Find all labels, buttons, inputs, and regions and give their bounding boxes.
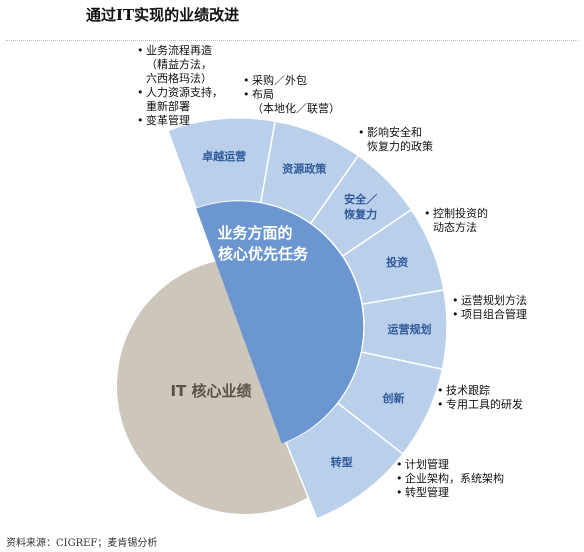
note-item: • 企业架构，系统架构 [396, 472, 504, 486]
segment-note: • 技术跟踪 • 专用工具的研发 [437, 384, 523, 412]
it-core-label: IT 核心业绩 [170, 382, 251, 400]
bullet-icon: • [396, 458, 403, 471]
segment-label: 投资 [386, 255, 408, 269]
note-item-text: 人力资源支持， [146, 86, 223, 99]
note-item-text: 转型管理 [405, 486, 449, 499]
note-item-text: 变革管理 [146, 114, 190, 127]
source-footnote: 资料来源：CIGREF；麦肯锡分析 [6, 538, 158, 549]
bullet-icon: • [452, 308, 459, 321]
note-item-text: 运营规划方法 [461, 294, 527, 307]
bullet-icon: • [137, 86, 144, 99]
note-item: • 控制投资的 [424, 207, 488, 221]
note-item: • 业务流程再造 [137, 44, 223, 58]
segment-note: • 计划管理 • 企业架构，系统架构 • 转型管理 [396, 458, 504, 500]
business-core-label-line2: 核心优先任务 [218, 245, 309, 263]
segment-label: 运营规划 [387, 322, 431, 336]
segment-label: 卓越运营 [202, 149, 246, 163]
note-item-text: 计划管理 [405, 458, 449, 471]
bullet-icon: • [396, 472, 403, 485]
note-item: • 布局 [243, 88, 340, 102]
segment-label: 资源政策 [282, 161, 327, 175]
bullet-icon: • [437, 384, 444, 397]
segment-wedge [284, 401, 404, 520]
segment-label: 恢复力 [344, 207, 377, 221]
note-item-subtext: 六西格玛法） [146, 72, 212, 85]
note-item-text: 控制投资的 [433, 207, 488, 220]
note-item: • 采购／外包 [243, 74, 340, 88]
note-item-text: 项目组合管理 [461, 308, 527, 321]
note-item-text: 技术跟踪 [446, 384, 490, 397]
bullet-icon: • [243, 74, 250, 87]
title-divider [6, 40, 578, 41]
segment-note: • 运营规划方法 • 项目组合管理 [452, 294, 527, 322]
business-core-half-circle [196, 201, 364, 444]
bullet-icon: • [137, 44, 144, 57]
bullet-icon: • [358, 126, 365, 139]
note-item: • 专用工具的研发 [437, 398, 523, 412]
bullet-icon: • [437, 398, 444, 411]
note-item-text: 影响安全和 [367, 126, 422, 139]
segment-label: 转型 [331, 455, 353, 469]
note-item: • 运营规划方法 [452, 294, 527, 308]
note-item: • 项目组合管理 [452, 308, 527, 322]
business-core-label-line1: 业务方面的 [217, 224, 292, 242]
segment-note: • 采购／外包 • 布局 （本地化／联营） [243, 74, 340, 116]
note-item-text: 企业架构，系统架构 [405, 472, 504, 485]
bullet-icon: • [137, 114, 144, 127]
note-item-text: 布局 [252, 88, 274, 101]
bullet-icon: • [243, 88, 250, 101]
segment-label: 安全／ [344, 192, 377, 206]
note-item: • 技术跟踪 [437, 384, 523, 398]
segment-note: • 影响安全和 恢复力的政策 [358, 126, 433, 154]
bullet-icon: • [452, 294, 459, 307]
note-item: • 转型管理 [396, 486, 504, 500]
note-item: • 计划管理 [396, 458, 504, 472]
bullet-icon: • [424, 207, 431, 220]
note-item-subtext: 重新部署 [146, 100, 190, 113]
note-item-subtext: 恢复力的政策 [367, 140, 433, 153]
note-item-text: 采购／外包 [252, 74, 307, 87]
bullet-icon: • [396, 486, 403, 499]
segment-label: 创新 [382, 391, 405, 405]
note-item: • 人力资源支持， [137, 86, 223, 100]
note-item: • 变革管理 [137, 114, 223, 128]
note-item: • 影响安全和 [358, 126, 433, 140]
note-item-subtext: 动态方法 [433, 221, 477, 234]
segment-wedge [166, 117, 276, 210]
note-item-text: 业务流程再造 [146, 44, 212, 57]
note-item-text: 专用工具的研发 [446, 398, 523, 411]
segment-note: • 控制投资的 动态方法 [424, 207, 488, 235]
page-title: 通过IT实现的业绩改进 [86, 6, 240, 24]
note-item-subtext: （精益方法， [146, 58, 212, 71]
note-item-subtext: （本地化／联营） [252, 102, 340, 115]
segment-note: • 业务流程再造 （精益方法， 六西格玛法） • 人力资源支持， 重新部署 • 变革管理 [137, 44, 223, 128]
